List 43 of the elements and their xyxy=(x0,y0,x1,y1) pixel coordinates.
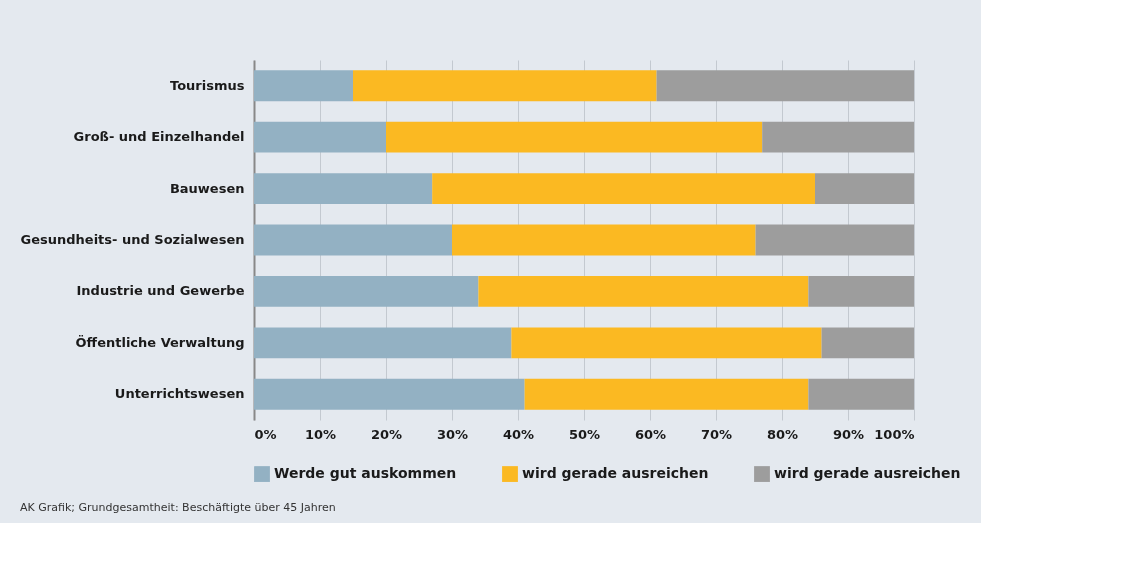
x-tick-label: 60% xyxy=(634,426,667,442)
bar xyxy=(762,121,914,153)
legend-label: wird gerade ausreichen xyxy=(522,465,709,482)
legend-label: Werde gut auskommen xyxy=(274,465,457,482)
y-tick-label: Bauwesen xyxy=(169,180,245,196)
bar xyxy=(656,70,914,102)
bar xyxy=(254,173,433,204)
bar xyxy=(254,224,452,256)
bar xyxy=(254,276,479,307)
bar xyxy=(478,276,809,307)
bar xyxy=(254,327,512,359)
x-tick-label: 50% xyxy=(568,426,601,442)
bar xyxy=(254,70,353,102)
bar xyxy=(808,276,914,307)
x-tick-label: 90% xyxy=(832,426,865,442)
x-tick-label: 100% xyxy=(874,426,915,442)
y-tick-label: Unterrichtswesen xyxy=(114,386,245,402)
y-tick-label: Industrie und Gewerbe xyxy=(76,283,245,299)
bar xyxy=(452,224,756,256)
bar xyxy=(808,378,914,410)
bar xyxy=(815,173,914,204)
text: AK Grafik; Grundgesamtheit: Beschäftigte über 45 Jahren xyxy=(20,501,336,514)
y-tick-label: Gesundheits- und Sozialwesen xyxy=(20,232,245,247)
bar xyxy=(386,121,763,153)
bar xyxy=(432,173,815,204)
x-tick-label: 20% xyxy=(370,426,403,442)
bar xyxy=(254,378,525,410)
x-tick-label: 80% xyxy=(766,426,799,442)
x-tick-label: 40% xyxy=(502,426,535,442)
x-tick-label: 30% xyxy=(436,426,469,442)
legend-label: wird gerade ausreichen xyxy=(774,465,961,482)
x-tick-label: 70% xyxy=(700,426,733,442)
bar xyxy=(353,70,657,102)
bar xyxy=(524,378,809,410)
bar xyxy=(821,327,914,359)
bar xyxy=(511,327,822,359)
y-tick-label: Groß- und Einzelhandel xyxy=(73,129,245,145)
x-tick-label: 0% xyxy=(254,426,277,442)
y-tick-label: Tourismus xyxy=(170,77,245,93)
bar xyxy=(254,121,386,153)
x-tick-label: 10% xyxy=(304,426,337,442)
bar xyxy=(755,224,914,256)
y-tick-label: Öffentliche Verwaltung xyxy=(75,334,245,350)
